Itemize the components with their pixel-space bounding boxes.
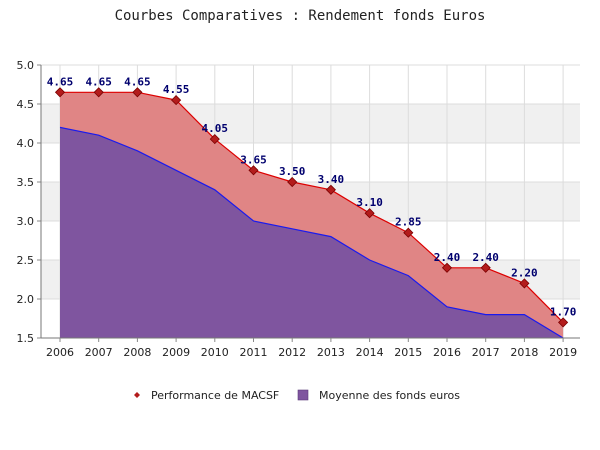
data-label: 4.65 [124,75,151,88]
x-tick-label: 2018 [510,346,538,359]
y-tick-label: 1.5 [17,332,35,345]
x-tick-label: 2017 [472,346,500,359]
data-label: 3.50 [279,165,306,178]
x-tick-label: 2015 [394,346,422,359]
x-tick-label: 2012 [278,346,306,359]
x-tick-label: 2011 [240,346,268,359]
series-macsf-line [60,91,564,323]
data-point [480,262,491,273]
data-label: 2.85 [395,216,422,229]
x-tick-label: 2016 [433,346,461,359]
data-label: 3.10 [356,196,383,209]
data-label: 4.05 [202,122,229,135]
y-tick-label: 4.5 [17,98,35,111]
data-label: 2.40 [472,251,499,264]
x-tick-label: 2010 [201,346,229,359]
legend-marker-macsf [134,392,140,398]
data-point [519,278,530,289]
data-point [209,134,220,145]
data-label: 3.65 [240,153,267,166]
y-tick-label: 2.0 [17,293,35,306]
legend: Performance de MACSF Moyenne des fonds eu… [134,389,460,402]
data-label: 2.20 [511,266,538,279]
y-tick-label: 5.0 [17,59,35,72]
data-label: 2.40 [434,251,461,264]
y-tick-label: 3.0 [17,215,35,228]
x-tick-label: 2019 [549,346,577,359]
data-point [248,165,259,176]
legend-swatch-moyenne [297,389,309,401]
data-point [171,95,182,106]
data-point [287,176,298,188]
data-label: 4.65 [47,75,74,88]
data-point [93,87,104,98]
x-tick-label: 2008 [123,346,151,359]
x-tick-label: 2006 [46,346,74,359]
data-point [441,262,453,273]
data-point [403,227,414,238]
data-point [364,208,375,219]
x-tick-label: 2009 [162,346,190,359]
x-tick-label: 2014 [356,346,384,359]
y-tick-label: 4.0 [17,137,35,150]
legend-label-macsf: Performance de MACSF [151,389,279,402]
data-label: 1.70 [550,305,577,318]
data-point [132,87,143,98]
data-label: 3.40 [318,173,345,186]
legend-label-moyenne: Moyenne des fonds euros [319,389,460,402]
x-tick-label: 2013 [317,346,345,359]
data-point [54,87,66,98]
chart-title: Courbes Comparatives : Rendement fonds E… [115,8,486,24]
y-tick-label: 3.5 [17,176,35,189]
data-label: 4.65 [85,75,112,88]
x-tick-label: 2007 [85,346,113,359]
data-point [325,184,336,195]
series-moyenne-line [59,126,564,339]
data-label: 4.55 [163,83,190,96]
y-tick-label: 2.5 [17,254,35,267]
data-point [558,317,569,328]
